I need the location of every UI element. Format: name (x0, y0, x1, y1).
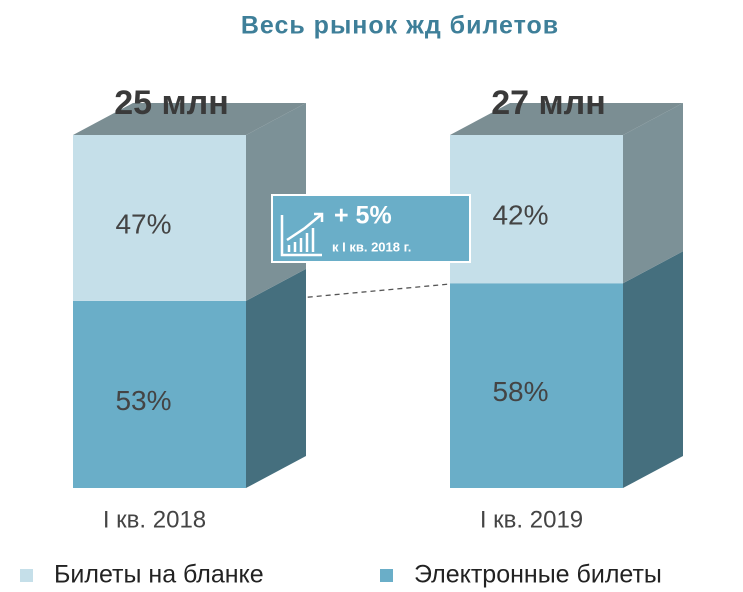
bar-top (450, 103, 683, 135)
legend-swatch (20, 569, 33, 582)
total-label: 25 млн (114, 84, 229, 122)
bar-side (246, 268, 306, 488)
badge-icon (280, 212, 324, 257)
value-label: 58% (492, 376, 548, 407)
x-tick-label: I кв. 2018 (103, 506, 206, 533)
value-label: 42% (492, 200, 548, 231)
bar-segment (73, 135, 246, 301)
annotation-badge: + 5% к I кв. 2018 г. (271, 194, 471, 263)
bar-top (73, 103, 306, 135)
legend-swatch (380, 569, 393, 582)
bar-segment (450, 283, 623, 488)
badge-title: + 5% (334, 202, 392, 230)
connector (244, 283, 451, 304)
chart-title: Весь рынок жд билетов (241, 12, 559, 40)
bar-side (623, 251, 683, 488)
x-tick-label: I кв. 2019 (480, 506, 583, 533)
badge-subtitle: к I кв. 2018 г. (332, 239, 411, 254)
value-label: 47% (115, 208, 171, 239)
total-label: 27 млн (491, 84, 606, 122)
value-label: 53% (115, 385, 171, 416)
bar-segment (73, 300, 246, 488)
legend-label: Электронные билеты (414, 561, 662, 589)
bar-side (623, 103, 683, 284)
legend-label: Билеты на бланке (54, 561, 264, 589)
bar-segment (450, 135, 623, 284)
